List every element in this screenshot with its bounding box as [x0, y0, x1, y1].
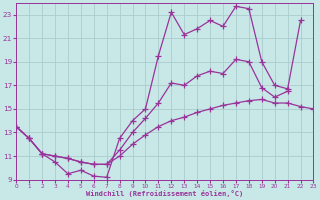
X-axis label: Windchill (Refroidissement éolien,°C): Windchill (Refroidissement éolien,°C) — [86, 190, 244, 197]
